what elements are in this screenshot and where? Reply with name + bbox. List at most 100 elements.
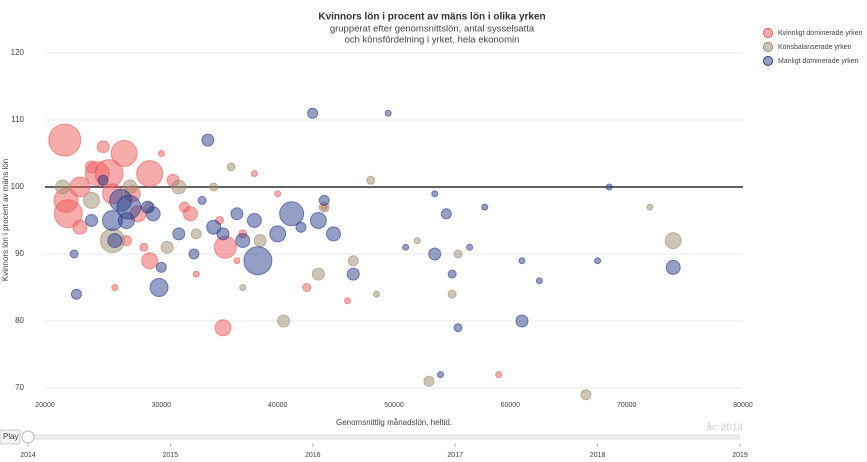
x-tick-label: 20000 [35, 402, 55, 409]
bubble [515, 314, 529, 328]
bubble [233, 257, 241, 265]
legend-marker [763, 42, 773, 52]
y-tick-label: 90 [15, 249, 24, 258]
bubble [83, 191, 101, 209]
bubble [269, 225, 287, 243]
chart-subtitle: och könsfördelning i yrket, hela ekonomi… [345, 35, 520, 46]
bubble [295, 221, 307, 233]
slider-tick-label: 2017 [447, 452, 463, 459]
bubble [157, 150, 165, 157]
bubble [70, 288, 82, 300]
bubble [206, 219, 222, 235]
bubble [453, 249, 463, 259]
bubble [172, 227, 186, 241]
slider-tick-label: 2016 [305, 452, 321, 459]
y-tick-label: 100 [11, 182, 25, 191]
bubble [580, 389, 592, 401]
bubble [437, 371, 445, 379]
legend-marker [763, 56, 773, 66]
bubble [230, 207, 244, 221]
bubble [179, 201, 191, 213]
bubble [518, 257, 526, 265]
bubble [309, 212, 327, 229]
x-tick-label: 50000 [384, 402, 404, 409]
bubble [466, 243, 474, 251]
bubble [665, 259, 681, 275]
x-axis-label: Genomsnittlig månadslön, heltid. [336, 418, 452, 427]
slider-tick-label: 2014 [20, 452, 36, 459]
bubble [384, 109, 392, 117]
bubble [343, 297, 351, 305]
y-axis-label: Kvinnors lön i procent av mäns lön [1, 159, 10, 281]
bubble [214, 319, 232, 337]
bubble [326, 226, 342, 242]
play-button-label[interactable]: Play [3, 432, 19, 441]
bubble [373, 290, 381, 298]
bubble [664, 232, 682, 250]
y-tick-label: 70 [15, 383, 24, 392]
bubble [431, 190, 439, 198]
bubble [149, 278, 169, 297]
bubble [48, 123, 82, 157]
bubble [160, 240, 174, 254]
legend-label: Manligt dominerade yrken [778, 58, 859, 65]
bubble [594, 257, 602, 265]
bubble [171, 179, 187, 195]
bubble [302, 283, 312, 292]
bubble [192, 270, 200, 278]
bubble [423, 375, 435, 387]
x-tick-label: 60000 [501, 402, 521, 409]
bubble [318, 194, 330, 206]
bubble [413, 237, 421, 245]
bubble [279, 201, 305, 227]
bubble [155, 261, 167, 273]
bubble [447, 289, 457, 299]
bubble [605, 183, 613, 191]
slider-track[interactable] [27, 434, 741, 440]
bubble [197, 195, 207, 205]
slider-tick-label: 2018 [590, 452, 606, 459]
bubble [495, 371, 503, 379]
legend-marker [763, 28, 773, 38]
bubble [190, 228, 202, 240]
play-button[interactable] [0, 429, 21, 445]
bubble [347, 255, 359, 267]
bubble [69, 249, 79, 259]
bubble [243, 246, 273, 276]
bubble [453, 323, 463, 333]
bubble [428, 247, 442, 261]
bubble [117, 212, 135, 229]
bubble [209, 182, 219, 192]
x-tick-label: 40000 [268, 402, 288, 409]
bubble [646, 203, 654, 211]
bubble [188, 248, 200, 260]
bubble [250, 170, 258, 178]
bubble [139, 242, 149, 252]
slider-tick-label: 2019 [732, 452, 748, 459]
bubble [276, 314, 290, 328]
bubble [311, 267, 325, 281]
bubble [145, 206, 161, 222]
bubble [107, 233, 123, 249]
legend-label: Könsbalanserade yrken [778, 44, 852, 51]
bubble [97, 174, 109, 186]
bubble [110, 140, 138, 167]
bubble [226, 162, 236, 172]
bubble [447, 269, 457, 279]
bubble [253, 234, 267, 248]
slider-tick-label: 2015 [163, 452, 179, 459]
bubble [85, 160, 99, 174]
bubble [481, 203, 489, 211]
x-tick-label: 70000 [617, 402, 637, 409]
bubble [201, 133, 215, 147]
bubble [346, 267, 360, 281]
slider-handle[interactable] [21, 430, 35, 444]
y-tick-label: 120 [11, 48, 25, 57]
bubble [440, 208, 452, 220]
bubble [96, 140, 110, 154]
bubble [307, 107, 319, 119]
bubble [85, 214, 99, 227]
y-tick-label: 110 [11, 115, 24, 124]
bubble [141, 252, 159, 270]
